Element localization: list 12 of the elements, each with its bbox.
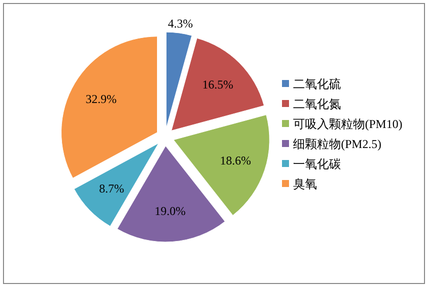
data-label: 19.0% xyxy=(154,204,186,218)
legend-label: 一氧化碳 xyxy=(293,157,341,171)
legend-label: 臭氧 xyxy=(293,177,317,191)
legend-label: 二氧化硫 xyxy=(293,77,341,91)
legend-label: 可吸入颗粒物(PM10) xyxy=(293,117,402,131)
data-label: 8.7% xyxy=(99,182,124,196)
data-label: 16.5% xyxy=(202,78,234,92)
legend-label: 二氧化氮 xyxy=(293,97,341,111)
data-label: 32.9% xyxy=(86,92,117,106)
data-label: 4.3% xyxy=(168,16,193,30)
legend-label: 细颗粒物(PM2.5) xyxy=(293,137,382,151)
data-label: 18.6% xyxy=(220,153,251,168)
